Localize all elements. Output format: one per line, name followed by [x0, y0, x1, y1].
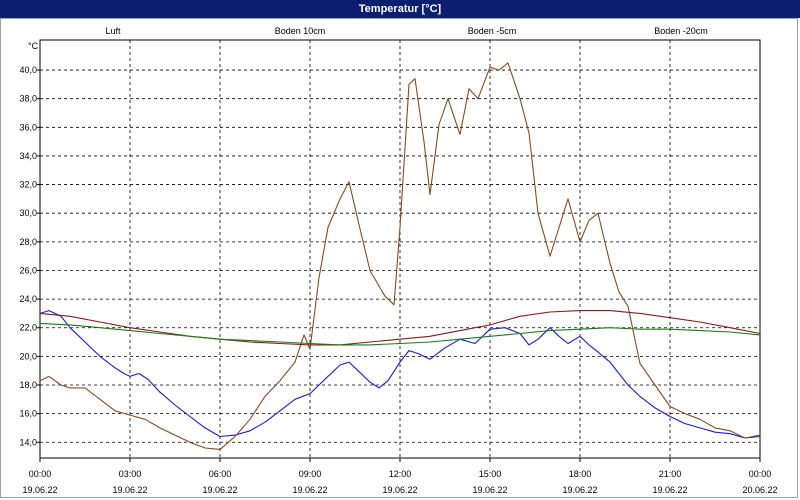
chart-title: Temperatur [°C] [0, 0, 800, 18]
x-tick-time: 00:00 [749, 469, 772, 479]
chart-frame [0, 18, 798, 498]
y-tick-label: 40,0 [19, 65, 37, 75]
x-tick-time: 15:00 [479, 469, 502, 479]
x-tick-time: 09:00 [299, 469, 322, 479]
x-tick-time: 00:00 [29, 469, 52, 479]
y-tick-label: 34,0 [19, 151, 37, 161]
x-tick-date: 19.06.22 [382, 485, 417, 495]
grid [37, 39, 761, 462]
y-tick-label: 26,0 [19, 265, 37, 275]
x-tick-time: 06:00 [209, 469, 232, 479]
series-line [39, 310, 761, 346]
x-tick-date: 19.06.22 [202, 485, 237, 495]
x-tick-time: 03:00 [119, 469, 142, 479]
y-tick-label: 14,0 [19, 437, 37, 447]
y-tick-label: 16,0 [19, 409, 37, 419]
y-tick-label: 36,0 [19, 122, 37, 132]
x-tick-date: 19.06.22 [472, 485, 507, 495]
series-lines [39, 62, 761, 450]
legend-entry: Luft [105, 26, 121, 36]
series-line [39, 62, 761, 450]
y-tick-label: 30,0 [19, 208, 37, 218]
x-tick-date: 19.06.22 [292, 485, 327, 495]
y-tick-label: 32,0 [19, 180, 37, 190]
y-tick-label: 22,0 [19, 323, 37, 333]
x-tick-time: 18:00 [569, 469, 592, 479]
x-tick-date: 19.06.22 [22, 485, 57, 495]
x-tick-date: 19.06.22 [112, 485, 147, 495]
y-tick-label: 38,0 [19, 94, 37, 104]
y-tick-label: 18,0 [19, 380, 37, 390]
y-tick-label: 24,0 [19, 294, 37, 304]
x-tick-time: 21:00 [659, 469, 682, 479]
x-tick-time: 12:00 [389, 469, 412, 479]
y-tick-label: 28,0 [19, 237, 37, 247]
x-tick-date: 19.06.22 [652, 485, 687, 495]
x-tick-date: 19.06.22 [562, 485, 597, 495]
legend: Luft Boden 10cm Boden -5cm Boden -20cm [105, 26, 707, 36]
x-tick-date: 20.06.22 [742, 485, 777, 495]
series-line [39, 322, 761, 346]
legend-entry: Boden -20cm [654, 26, 708, 36]
legend-entry: Boden -5cm [468, 26, 517, 36]
legend-entry: Boden 10cm [275, 26, 326, 36]
x-tick-labels: 00:00 19.06.22 03:00 19.06.22 06:00 19.06.22 0… [22, 469, 777, 495]
y-axis-label: °C [28, 41, 39, 51]
series-line [39, 310, 761, 439]
y-tick-label: 20,0 [19, 351, 37, 361]
y-tick-labels: 14,0 16,0 18,0 20,0 22,0 24,0 26,0 28,0 30,0 32,0… [19, 65, 37, 447]
